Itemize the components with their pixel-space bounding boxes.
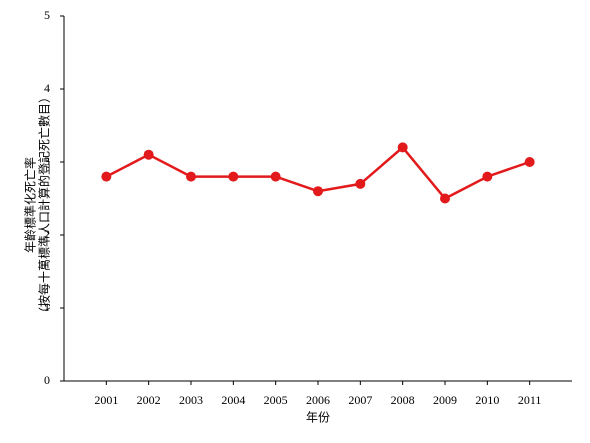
point (524, 157, 535, 167)
point (482, 171, 493, 182)
y-tick-label: 5 (44, 8, 50, 22)
x-tick-label: 2001 (94, 393, 118, 407)
x-tick-label: 2010 (475, 393, 499, 407)
y-tick-label: 1 (44, 300, 50, 314)
y-tick-label: 3 (44, 154, 50, 168)
x-tick-label: 2004 (221, 393, 245, 407)
x-tick-label: 2005 (264, 393, 288, 407)
y-tick-label: 2 (44, 227, 50, 241)
y-axis-label: 年齡標準化死亡率 (23, 157, 38, 253)
x-axis-label: 年份 (306, 411, 330, 425)
x-tick-label: 2009 (433, 393, 457, 407)
x-tick-label: 2003 (179, 393, 203, 407)
point (228, 171, 239, 182)
point (143, 149, 154, 160)
point (355, 178, 366, 189)
x-tick-label: 2007 (348, 393, 372, 407)
x-tick-label: 2011 (518, 393, 542, 407)
point (440, 193, 450, 204)
y-tick-label: 0 (44, 373, 50, 387)
point (313, 186, 323, 197)
point (101, 171, 112, 182)
x-tick-label: 2002 (137, 393, 161, 407)
y-tick-label: 4 (44, 81, 50, 95)
x-tick-label: 2008 (391, 393, 415, 407)
point (270, 171, 281, 182)
point (397, 142, 408, 153)
y-axis-label: （按每十萬標準人口計算的登記死亡數目） (37, 91, 52, 319)
point (186, 171, 196, 182)
x-tick-label: 2006 (306, 393, 330, 407)
